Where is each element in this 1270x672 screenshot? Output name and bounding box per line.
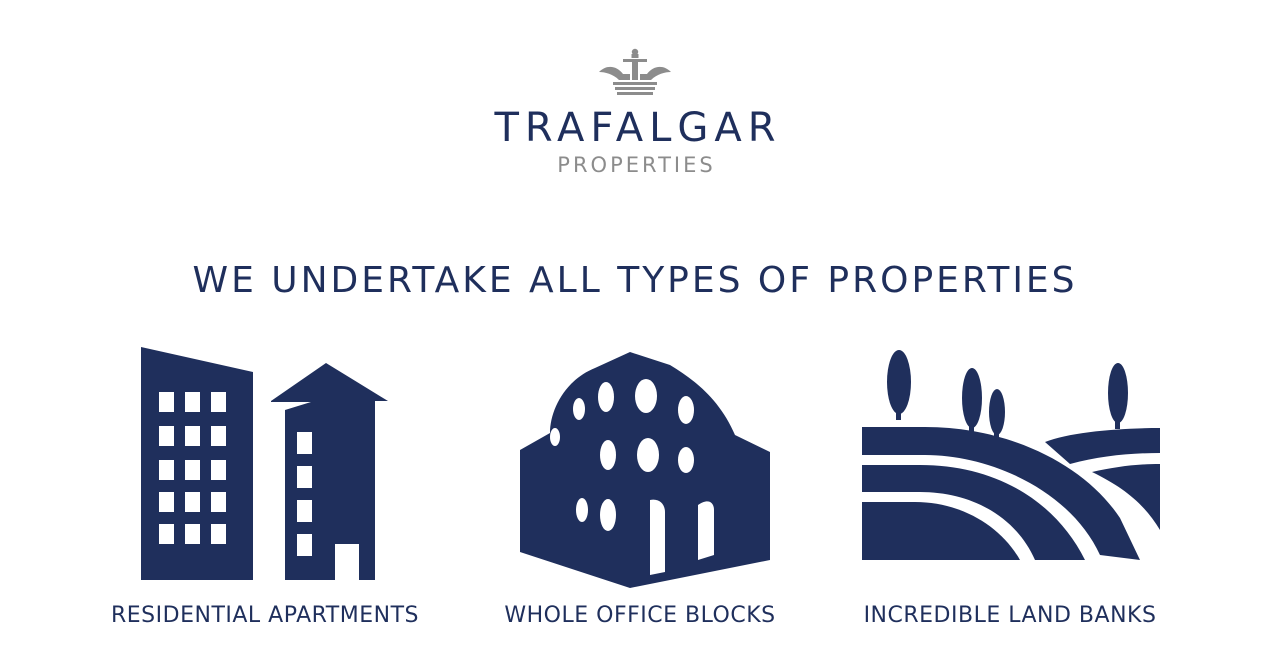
category-land: INCREDIBLE LAND BANKS: [830, 340, 1190, 640]
crown-icon: [599, 48, 671, 95]
apartment-buildings-icon: [141, 347, 388, 580]
brand-name: TRAFALGAR: [494, 105, 782, 151]
page-headline: WE UNDERTAKE ALL TYPES OF PROPERTIES: [192, 260, 1078, 301]
category-residential: RESIDENTIAL APARTMENTS: [85, 340, 445, 640]
brand-logo: TRAFALGAR PROPERTIES: [0, 48, 1270, 178]
brand-subtitle: PROPERTIES: [557, 153, 716, 177]
office-block-icon: [520, 352, 770, 588]
category-label: RESIDENTIAL APARTMENTS: [111, 603, 419, 628]
category-label: INCREDIBLE LAND BANKS: [863, 603, 1157, 628]
category-office: WHOLE OFFICE BLOCKS: [460, 340, 820, 640]
land-fields-icon: [862, 350, 1160, 560]
category-label: WHOLE OFFICE BLOCKS: [504, 603, 776, 628]
